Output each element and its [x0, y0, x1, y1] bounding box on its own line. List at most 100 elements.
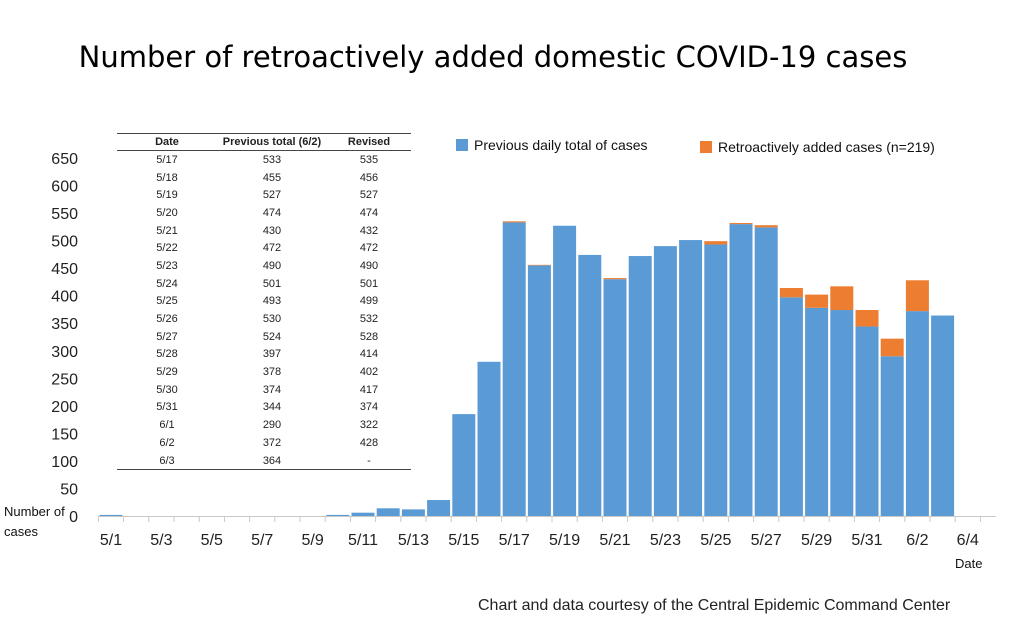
table-cell-revised: 402	[359, 366, 379, 379]
table-cell-previous: 397	[262, 348, 282, 361]
table-row: 5/31 344 374	[117, 399, 411, 417]
table-cell-revised: -	[327, 451, 411, 471]
data-table: Date Previous total (6/2) Revised 5/17 53…	[117, 133, 411, 471]
table-row: 5/24 501 501	[117, 275, 411, 293]
x-tick-label: 5/27	[751, 532, 782, 549]
bar-previous	[452, 414, 476, 516]
table-row: 5/30 374 417	[117, 381, 411, 399]
legend-swatch-previous	[456, 139, 468, 151]
table-cell-revised: 432	[359, 224, 379, 237]
table-cell-previous: 501	[262, 277, 282, 290]
x-tick-label: 5/23	[650, 532, 681, 549]
x-tick-label: 5/19	[549, 532, 580, 549]
table-cell-date: 5/30	[156, 383, 178, 396]
x-tick-label: 5/5	[201, 532, 223, 549]
table-body: 5/17 533 535 5/18 455 456 5/19 527 527 5/20 474 474…	[117, 151, 411, 471]
table-cell-previous: 344	[262, 401, 282, 414]
bar-previous	[729, 224, 753, 517]
table-cell-revised: 528	[359, 330, 379, 343]
table-cell-date: 5/21	[156, 224, 178, 237]
bar-retroactive	[754, 225, 778, 228]
bar-retroactive	[905, 280, 929, 312]
table-header-revised: Revised	[327, 133, 411, 151]
table-cell-date: 5/27	[156, 330, 178, 343]
table-cell-previous: 374	[262, 383, 282, 396]
y-tick-label: 50	[60, 481, 78, 498]
table-cell-date: 5/31	[156, 401, 178, 414]
bar-retroactive	[729, 222, 753, 225]
table-row: 6/3 364-	[117, 451, 411, 471]
y-tick-label: 450	[51, 261, 78, 278]
table-cell-date: 5/18	[156, 171, 178, 184]
bar-previous	[628, 256, 652, 516]
table-row: 5/21 430 432	[117, 222, 411, 240]
table-cell-previous: 372	[262, 436, 282, 449]
bar-retroactive	[880, 338, 904, 357]
legend-item-retroactive: Retroactively added cases (n=219)	[700, 139, 935, 155]
table-row: 6/1 290 322	[117, 416, 411, 434]
source-credit: Chart and data courtesy of the Central E…	[478, 597, 951, 614]
bar-retroactive	[603, 278, 627, 280]
legend-count: (n=219)	[886, 139, 935, 155]
table-cell-date: 6/3	[117, 451, 217, 471]
x-tick-label: 5/9	[301, 532, 323, 549]
table-cell-previous: 533	[262, 153, 282, 166]
y-tick-label: 600	[51, 179, 78, 196]
table-cell-previous: 474	[262, 206, 282, 219]
bar-retroactive	[830, 286, 854, 311]
bar-previous	[553, 225, 577, 516]
table-row: 5/25 493 499	[117, 293, 411, 311]
table-row: 6/2 372 428	[117, 434, 411, 452]
y-tick-label: 200	[51, 399, 78, 416]
table-row: 5/22 472 472	[117, 239, 411, 257]
table-cell-date: 5/24	[156, 277, 178, 290]
y-tick-label: 350	[51, 316, 78, 333]
x-tick-label: 5/3	[150, 532, 172, 549]
bar-previous	[477, 361, 501, 516]
y-tick-label: 400	[51, 289, 78, 306]
bar-previous	[805, 307, 829, 516]
table-cell-previous: 378	[262, 366, 282, 379]
table-row: 5/20 474 474	[117, 204, 411, 222]
table-row: 5/19 527 527	[117, 186, 411, 204]
table-cell-revised: 417	[359, 383, 379, 396]
bar-previous	[679, 240, 703, 516]
bar-previous	[401, 509, 425, 516]
table-cell-date: 5/29	[156, 366, 178, 379]
bar-previous	[578, 254, 602, 517]
table-cell-previous: 455	[262, 171, 282, 184]
bar-retroactive	[704, 241, 728, 245]
table-cell-date: 5/26	[156, 313, 178, 326]
bar-previous	[880, 356, 904, 516]
bar-previous	[931, 315, 955, 516]
table-cell-revised: 374	[359, 401, 379, 414]
table-cell-revised: 499	[359, 295, 379, 308]
table-cell-previous: 524	[262, 330, 282, 343]
table-row: 5/23 490 490	[117, 257, 411, 275]
table-cell-revised: 474	[359, 206, 379, 219]
table-cell-revised: 322	[359, 419, 379, 432]
bar-previous	[376, 508, 400, 516]
table-cell-revised: 501	[359, 277, 379, 290]
table-row: 5/17 533 535	[117, 151, 411, 169]
table-cell-revised: 527	[359, 189, 379, 202]
bar-retroactive	[779, 287, 803, 298]
table-cell-date: 5/19	[156, 189, 178, 202]
table-cell-previous: 530	[262, 313, 282, 326]
x-tick-label: 5/25	[700, 532, 731, 549]
table-header-previous: Previous total (6/2)	[217, 133, 327, 151]
bar-previous	[855, 326, 879, 516]
x-tick-label: 5/17	[499, 532, 530, 549]
table-cell-date: 5/25	[156, 295, 178, 308]
bar-previous	[351, 512, 375, 516]
x-tick-label: 5/31	[851, 532, 882, 549]
table-header-date: Date	[117, 133, 217, 151]
bar-previous	[653, 246, 677, 516]
x-tick-label: 5/15	[448, 532, 479, 549]
bar-previous	[754, 227, 778, 517]
bar-previous	[905, 311, 929, 516]
chart-title: Number of retroactively added domestic C…	[78, 40, 908, 74]
bar-previous	[326, 514, 350, 516]
table-cell-date: 6/1	[159, 419, 175, 432]
